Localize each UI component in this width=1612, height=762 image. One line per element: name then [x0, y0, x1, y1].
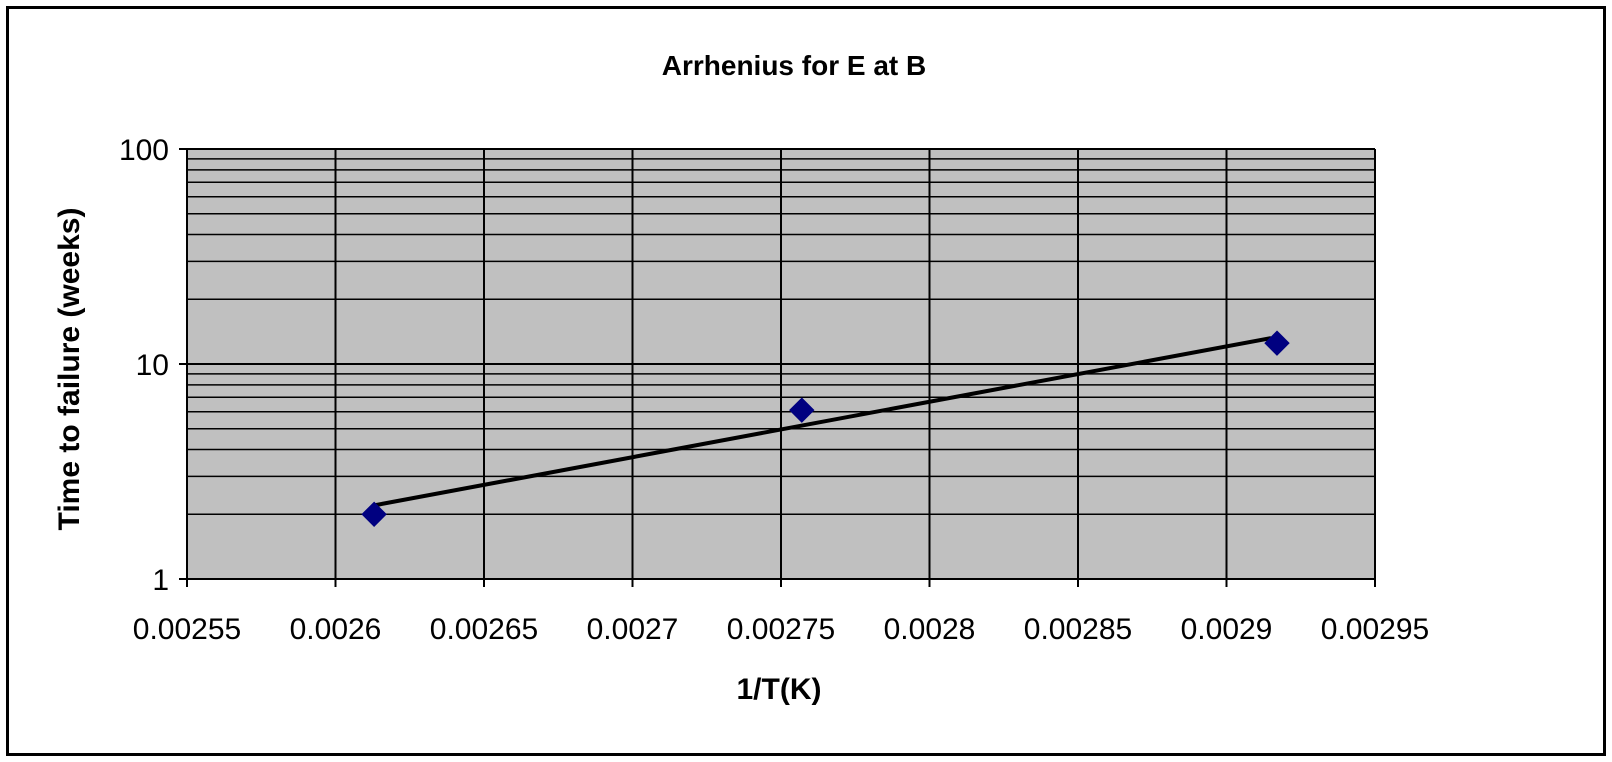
- y-tick-label: 100: [119, 134, 169, 167]
- x-tick-labels: 0.00255 0.0026 0.00265 0.0027 0.00275 0.0028 0…: [133, 613, 1429, 646]
- chart-frame: Arrhenius for E at B 1 10 100 0.00255 0.002…: [6, 6, 1606, 756]
- data-point: [361, 501, 387, 527]
- x-tick-label: 0.00295: [1321, 613, 1429, 646]
- chart-title: Arrhenius for E at B: [662, 50, 926, 81]
- y-tick-label: 10: [136, 349, 169, 382]
- x-tick-label: 0.0027: [587, 613, 679, 646]
- y-tick-labels: 1 10 100: [119, 134, 169, 597]
- x-tick-label: 0.0028: [884, 613, 976, 646]
- x-tick-label: 0.00265: [430, 613, 538, 646]
- x-tick-label: 0.00275: [727, 613, 835, 646]
- x-tick-label: 0.00285: [1024, 613, 1132, 646]
- axes: [179, 148, 1376, 587]
- trendline: [373, 336, 1272, 508]
- x-axis-title: 1/T(K): [737, 673, 822, 706]
- data-point: [789, 397, 815, 423]
- data-points: [361, 330, 1290, 527]
- trendline-layer: [373, 336, 1272, 508]
- x-tick-label: 0.0026: [290, 613, 382, 646]
- y-axis-title: Time to failure (weeks): [53, 208, 86, 531]
- x-tick-label: 0.00255: [133, 613, 241, 646]
- data-point: [1264, 330, 1290, 356]
- x-tick-label: 0.0029: [1181, 613, 1273, 646]
- y-tick-label: 1: [152, 564, 169, 597]
